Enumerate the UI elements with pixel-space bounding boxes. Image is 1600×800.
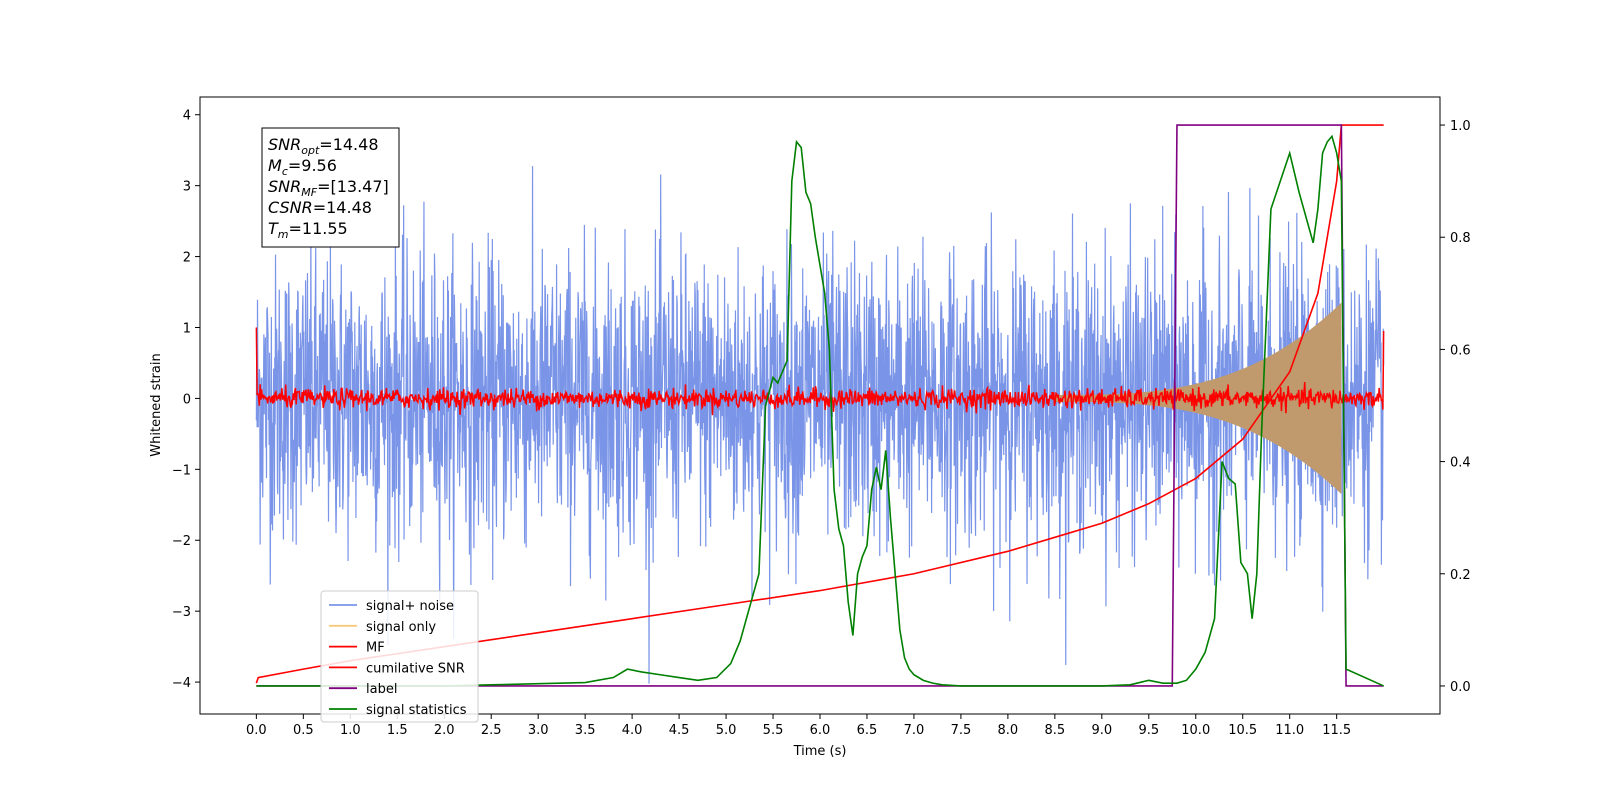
x-tick-label: 3.0 bbox=[528, 723, 549, 738]
x-tick-label: 11.0 bbox=[1275, 723, 1304, 738]
y2-tick-label: 1.0 bbox=[1450, 119, 1471, 134]
x-tick-label: 10.0 bbox=[1181, 723, 1210, 738]
y-tick-label: 2 bbox=[183, 251, 191, 266]
x-tick-label: 2.0 bbox=[434, 723, 455, 738]
legend-label: signal only bbox=[366, 620, 436, 635]
x-tick-label: 8.5 bbox=[1045, 723, 1066, 738]
y2-tick-label: 0.8 bbox=[1450, 231, 1471, 246]
x-tick-label: 4.5 bbox=[669, 723, 690, 738]
y2-tick-label: 0.4 bbox=[1450, 456, 1471, 471]
x-tick-label: 4.0 bbox=[622, 723, 643, 738]
x-axis-label: Time (s) bbox=[793, 744, 847, 759]
mf-line bbox=[255, 327, 1385, 416]
annotation-line: Tm=11.55 bbox=[268, 219, 348, 241]
y-tick-label: 0 bbox=[183, 392, 191, 407]
x-tick-label: 0.5 bbox=[293, 723, 314, 738]
stats-annotation-box: SNRopt=14.48Mc=9.56SNRMF=[13.47]CSNR=14.… bbox=[261, 127, 400, 248]
y-tick-label: −3 bbox=[172, 605, 191, 620]
y-tick-label: 3 bbox=[183, 180, 191, 195]
x-tick-label: 6.0 bbox=[810, 723, 831, 738]
x-tick-label: 6.5 bbox=[857, 723, 878, 738]
x-tick-label: 5.0 bbox=[716, 723, 737, 738]
y2-tick-label: 0.2 bbox=[1450, 568, 1471, 583]
x-tick-label: 0.0 bbox=[246, 723, 267, 738]
legend-label: signal+ noise bbox=[366, 599, 454, 614]
legend: signal+ noise signal only MF cumilative SNR… bbox=[320, 590, 479, 723]
y-axis-label: Whitened strain bbox=[149, 353, 164, 456]
signal-statistics-line bbox=[256, 134, 1384, 687]
y-tick-label: −4 bbox=[172, 676, 191, 691]
x-tick-label: 11.5 bbox=[1322, 723, 1351, 738]
x-tick-label: 2.5 bbox=[481, 723, 502, 738]
annotation-line: CSNR=14.48 bbox=[268, 198, 372, 217]
y-tick-label: −1 bbox=[172, 463, 191, 478]
legend-label: MF bbox=[366, 641, 385, 656]
annotation-line: SNRMF=[13.47] bbox=[268, 177, 389, 199]
x-tick-label: 3.5 bbox=[575, 723, 596, 738]
legend-label: cumilative SNR bbox=[366, 661, 465, 676]
x-tick-label: 7.5 bbox=[951, 723, 972, 738]
y-tick-label: 1 bbox=[183, 321, 191, 336]
x-axis: 0.0 0.5 1.0 1.5 2.0 2.5 3.0 3.5 4.0 4.5 5.0 5.5 6.0 6… bbox=[246, 714, 1351, 738]
legend-label: label bbox=[366, 682, 397, 697]
signal-statistics-series bbox=[256, 134, 1384, 687]
x-tick-label: 9.5 bbox=[1138, 723, 1159, 738]
x-tick-label: 1.5 bbox=[387, 723, 408, 738]
y-axis-right: 0.0 0.2 0.4 0.6 0.8 1.0 bbox=[1440, 119, 1471, 695]
legend-label: signal statistics bbox=[366, 703, 467, 718]
x-tick-label: 10.5 bbox=[1228, 723, 1257, 738]
y-tick-label: −2 bbox=[172, 534, 191, 549]
x-tick-label: 5.5 bbox=[763, 723, 784, 738]
annotation-line: Mc=9.56 bbox=[268, 156, 337, 178]
mf-series bbox=[255, 327, 1385, 416]
y2-tick-label: 0.0 bbox=[1450, 680, 1471, 695]
y-axis-left: −4 −3 −2 −1 0 1 2 3 4 bbox=[172, 109, 200, 691]
y2-tick-label: 0.6 bbox=[1450, 343, 1471, 358]
y-tick-label: 4 bbox=[183, 109, 191, 124]
x-tick-label: 1.0 bbox=[340, 723, 361, 738]
x-tick-label: 8.0 bbox=[998, 723, 1019, 738]
x-tick-label: 7.0 bbox=[904, 723, 925, 738]
legend-frame bbox=[320, 590, 479, 723]
x-tick-label: 9.0 bbox=[1091, 723, 1112, 738]
annotation-line: SNRopt=14.48 bbox=[268, 135, 379, 157]
annotation-frame bbox=[261, 127, 400, 248]
